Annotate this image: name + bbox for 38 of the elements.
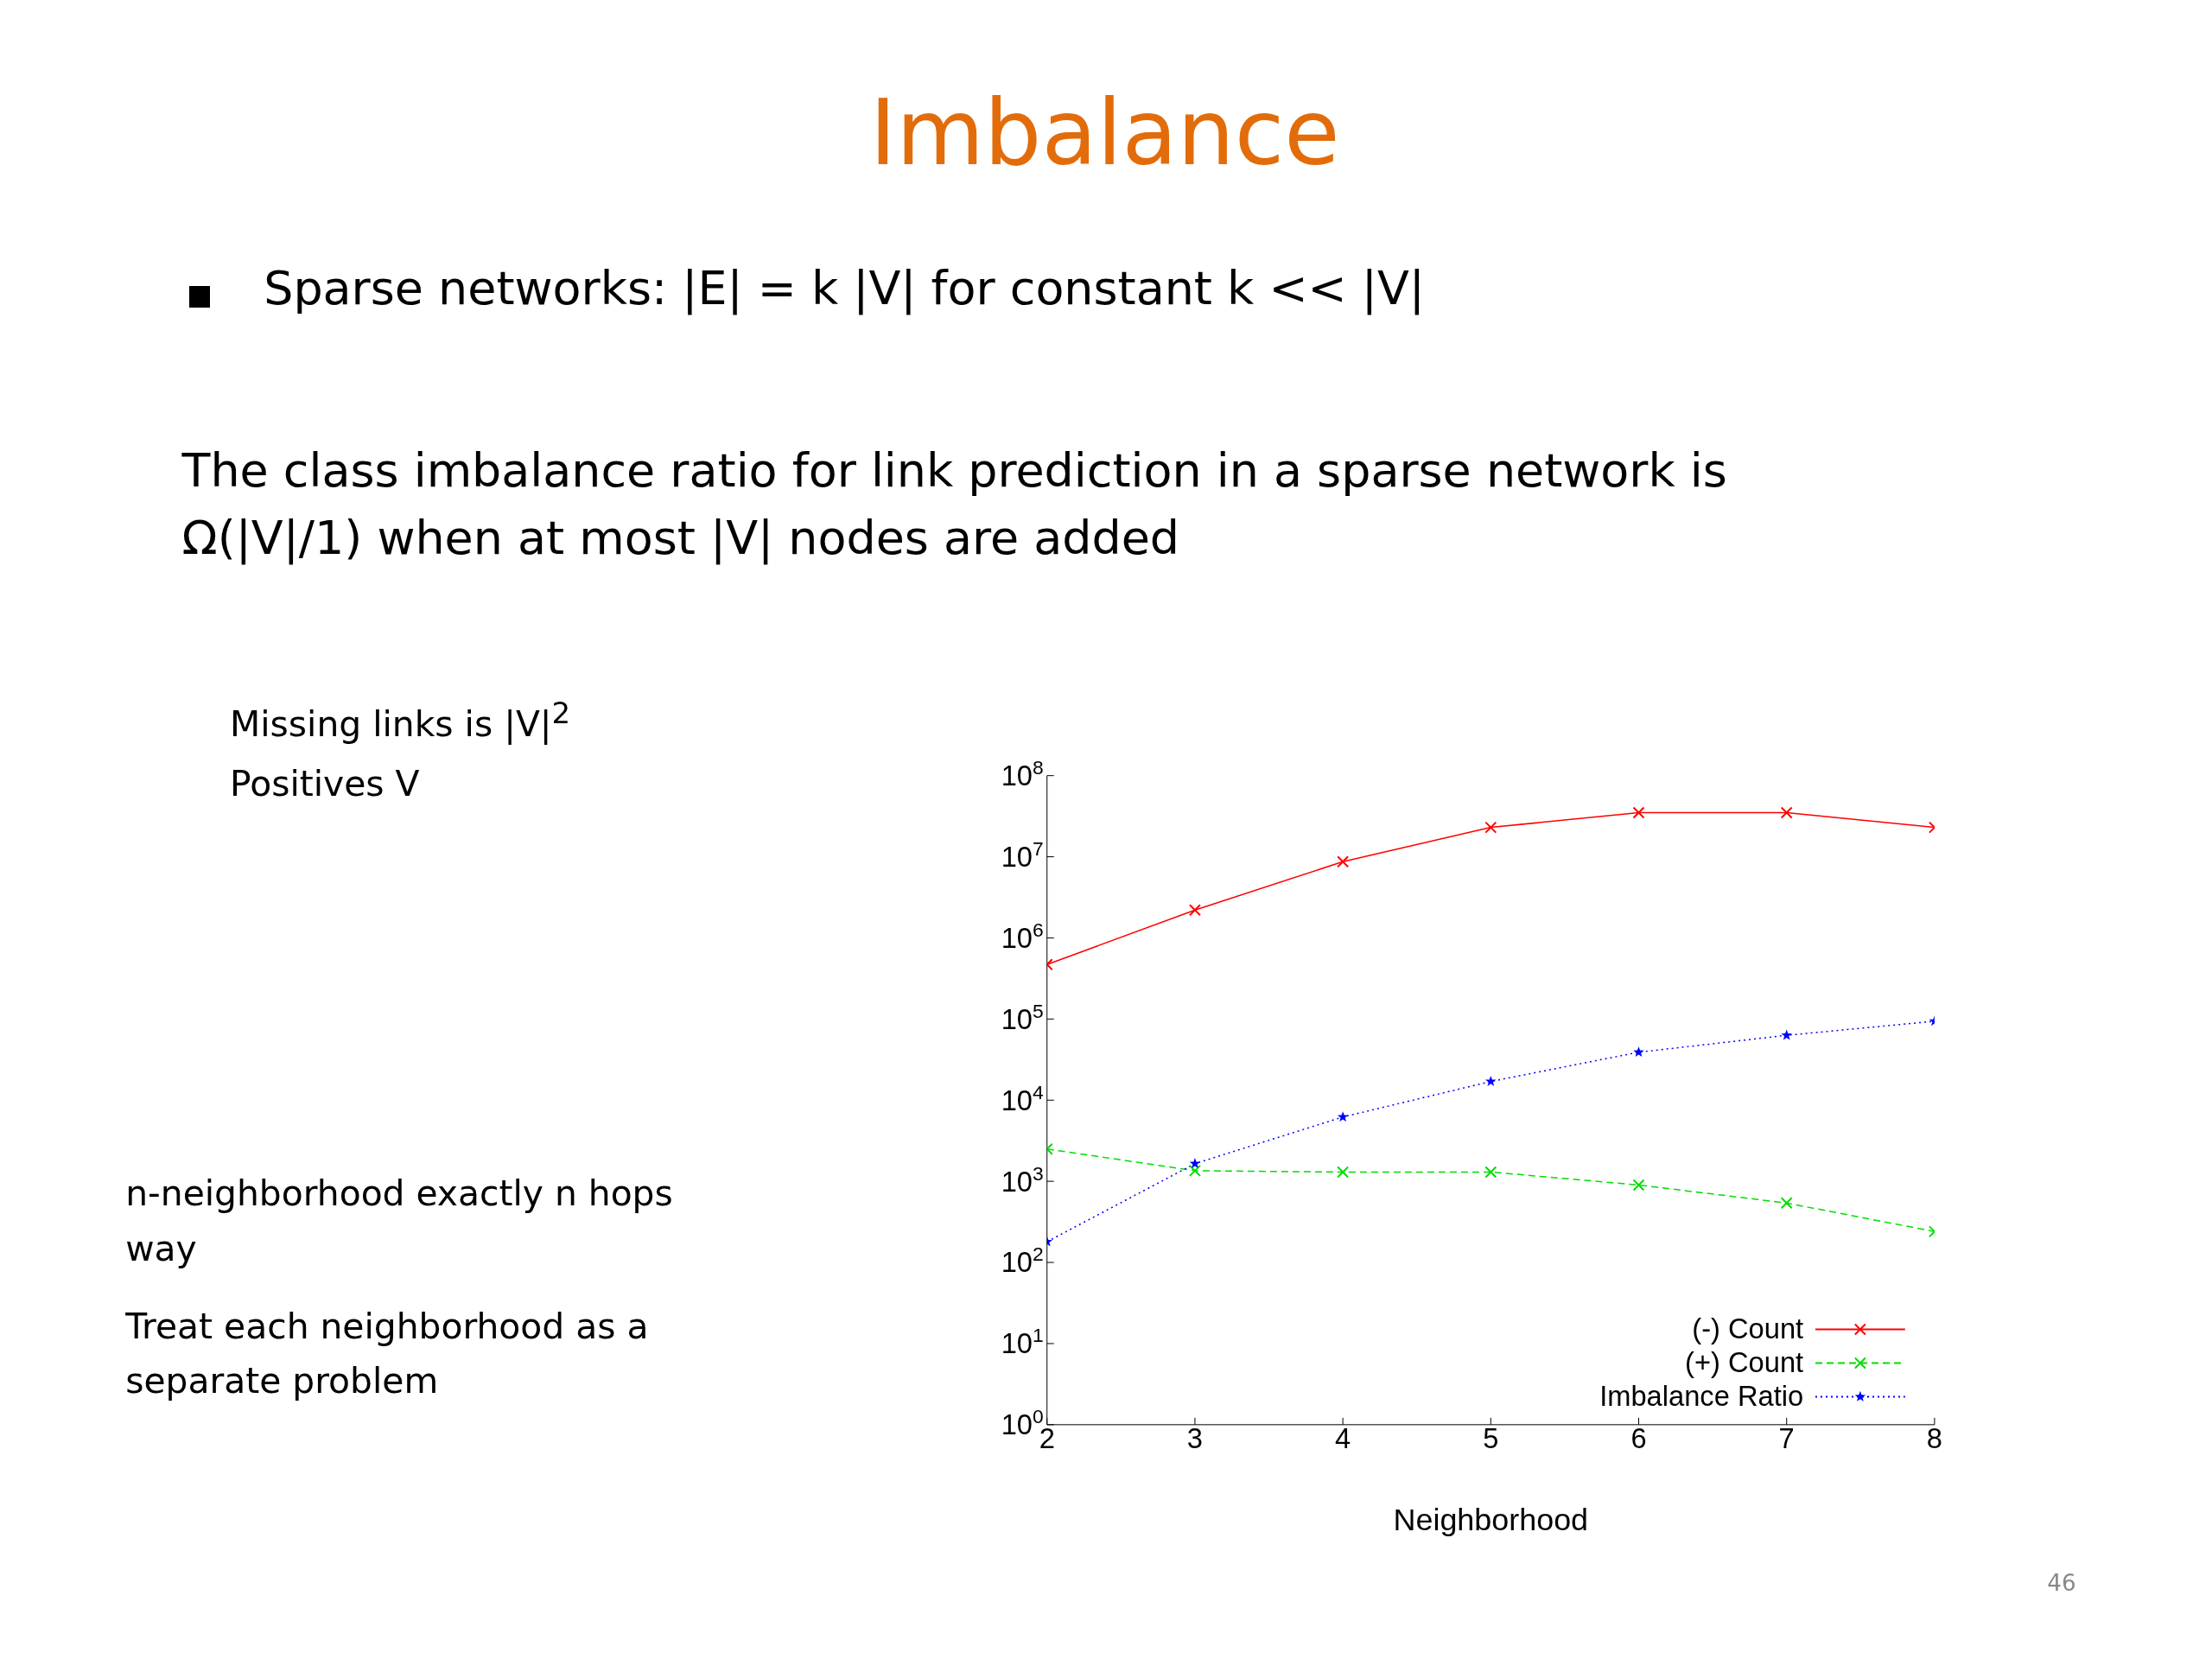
y-tick-label: 10$^{6}$	[1001, 918, 1044, 955]
y-tick-label: 10$^{3}$	[1001, 1161, 1044, 1198]
point	[1632, 1179, 1645, 1192]
y-tick-label: 10$^{5}$	[1001, 1000, 1044, 1036]
point	[1484, 1076, 1497, 1087]
point	[1780, 1197, 1793, 1210]
text: Sparse networks: |E| = k |V| for constant k << |V|	[264, 260, 1426, 315]
x-tick-label: 6	[1630, 1422, 1647, 1455]
point	[1781, 1029, 1792, 1040]
y-tick-label: 10$^{4}$	[1001, 1080, 1044, 1116]
text: 46	[2047, 1570, 2076, 1597]
x-tick-label: 5	[1483, 1422, 1499, 1455]
text: The class imbalance ratio for link prediction in a sparse network is Ω(|V|/1) when at most |V| nodes are added	[181, 442, 1728, 568]
point	[1337, 1111, 1349, 1122]
legend-label: Imbalance Ratio	[1599, 1380, 1804, 1414]
chart-title: Imbalance	[868, 79, 1341, 186]
x-tick-label: 3	[1186, 1422, 1203, 1455]
x-tick-label: 8	[1926, 1422, 1942, 1455]
y-tick-label: 10$^{7}$	[1001, 837, 1044, 874]
point	[1632, 806, 1645, 819]
point	[1632, 1046, 1644, 1058]
point	[1484, 821, 1497, 834]
x-tick-label: 4	[1334, 1422, 1351, 1455]
text: Missing links is |V|$^{2}$	[230, 695, 571, 745]
point	[1336, 855, 1349, 868]
y-tick-label: 10$^{1}$	[1001, 1324, 1044, 1360]
text: Treat each neighborhood as a separate problem	[125, 1304, 650, 1404]
x-axis-title: Neighborhood	[1393, 1502, 1588, 1538]
text: Positives V	[230, 763, 420, 805]
y-tick-label: 10$^{2}$	[1001, 1243, 1044, 1279]
y-tick-label: 10$^{8}$	[1001, 756, 1044, 792]
x-tick-label: 7	[1778, 1422, 1795, 1455]
point	[1336, 1166, 1349, 1179]
text: n-neighborhood exactly n hops way	[125, 1172, 674, 1271]
legend-label: (-) Count	[1692, 1313, 1804, 1346]
point	[1780, 806, 1793, 819]
point	[1484, 1166, 1497, 1179]
legend-label: (+) Count	[1685, 1346, 1804, 1380]
